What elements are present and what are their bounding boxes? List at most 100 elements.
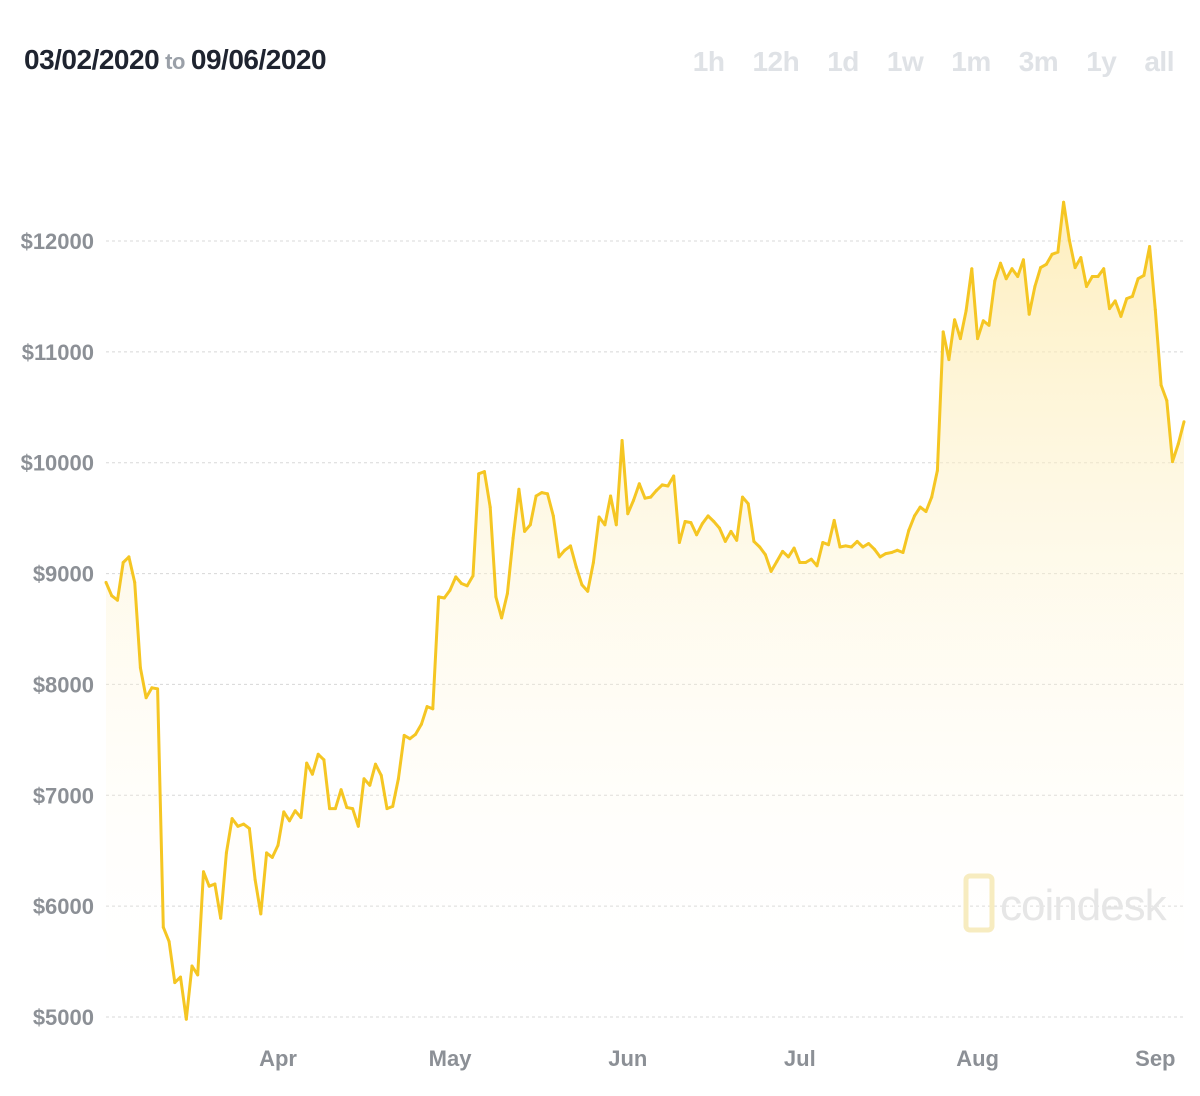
price-point — [684, 520, 687, 523]
price-point — [168, 940, 171, 943]
price-point — [254, 878, 257, 881]
price-point — [1160, 384, 1163, 387]
price-point — [443, 597, 446, 600]
price-point — [902, 551, 905, 554]
price-point — [1091, 275, 1094, 278]
price-point — [930, 496, 933, 499]
price-point — [580, 583, 583, 586]
price-point — [122, 561, 125, 564]
price-point — [386, 807, 389, 810]
y-tick-label: $8000 — [33, 672, 94, 697]
price-point — [231, 817, 234, 820]
price-point — [391, 805, 394, 808]
price-point — [666, 485, 669, 488]
watermark-text: coindesk — [1000, 881, 1168, 930]
price-point — [1005, 277, 1008, 280]
price-point — [712, 520, 715, 523]
price-point — [867, 542, 870, 545]
price-point — [1142, 274, 1145, 277]
price-point — [856, 540, 859, 543]
price-point — [431, 707, 434, 710]
y-tick-label: $6000 — [33, 894, 94, 919]
price-point — [322, 758, 325, 761]
price-point — [311, 773, 314, 776]
price-point — [609, 495, 612, 498]
price-point — [959, 337, 962, 340]
price-point — [896, 549, 899, 552]
price-point — [523, 530, 526, 533]
price-point — [603, 523, 606, 526]
price-point — [907, 529, 910, 532]
price-point — [328, 807, 331, 810]
price-point — [1074, 266, 1077, 269]
price-point — [861, 546, 864, 549]
x-axis: Apr May Jun Jul Aug Sep — [259, 1046, 1175, 1071]
price-point — [1079, 256, 1082, 259]
price-point — [563, 549, 566, 552]
price-point — [208, 885, 211, 888]
price-point — [649, 496, 652, 499]
price-point — [489, 506, 492, 509]
price-point — [770, 570, 773, 573]
y-axis: $5000$6000$7000$8000$9000$10000$11000$12… — [21, 229, 94, 1030]
price-point — [735, 539, 738, 542]
price-point — [196, 973, 199, 976]
price-point — [1119, 315, 1122, 318]
price-point — [1137, 277, 1140, 280]
price-point — [793, 547, 796, 550]
price-point — [535, 495, 538, 498]
price-point — [925, 510, 928, 513]
price-point — [460, 582, 463, 585]
price-point — [661, 483, 664, 486]
price-point — [517, 488, 520, 491]
price-point — [145, 696, 148, 699]
price-point — [839, 546, 842, 549]
price-point — [586, 590, 589, 593]
price-point — [1051, 253, 1054, 256]
price-point — [305, 762, 308, 765]
price-point — [466, 584, 469, 587]
price-point — [718, 527, 721, 530]
price-point — [844, 544, 847, 547]
price-point — [110, 594, 113, 597]
price-point — [225, 851, 228, 854]
price-point — [506, 592, 509, 595]
price-point — [271, 856, 274, 859]
price-point — [689, 521, 692, 524]
price-point — [672, 475, 675, 478]
price-point — [191, 965, 194, 968]
price-point — [179, 976, 182, 979]
price-point — [380, 774, 383, 777]
price-point — [294, 809, 297, 812]
price-point — [873, 548, 876, 551]
price-point — [300, 816, 303, 819]
price-point — [890, 551, 893, 554]
x-tick-label: Apr — [259, 1046, 297, 1071]
price-point — [529, 523, 532, 526]
price-point — [334, 807, 337, 810]
y-tick-label: $9000 — [33, 562, 94, 587]
price-point — [982, 319, 985, 322]
price-point — [758, 546, 761, 549]
price-point — [317, 753, 320, 756]
x-tick-label: Sep — [1135, 1046, 1175, 1071]
price-point — [483, 470, 486, 473]
price-point — [724, 540, 727, 543]
x-tick-label: Jul — [784, 1046, 816, 1071]
price-point — [1056, 251, 1059, 254]
price-point — [913, 514, 916, 517]
price-point — [345, 806, 348, 809]
price-point — [242, 823, 245, 826]
price-point — [1102, 267, 1105, 270]
price-point — [1131, 295, 1134, 298]
price-point — [1062, 201, 1065, 204]
price-point — [185, 1018, 188, 1021]
price-point — [357, 825, 360, 828]
price-point — [477, 472, 480, 475]
price-point — [592, 561, 595, 564]
price-point — [265, 851, 268, 854]
price-point — [1011, 267, 1014, 270]
price-point — [1068, 238, 1071, 241]
price-point — [219, 917, 222, 920]
price-point — [988, 324, 991, 327]
